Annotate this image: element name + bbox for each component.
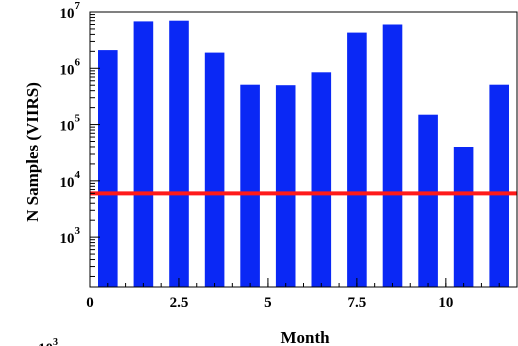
x-tick-label: 5 bbox=[264, 295, 272, 311]
x-tick-label: 10 bbox=[438, 295, 453, 311]
y-tick-label: 103 bbox=[60, 225, 81, 247]
y-tick-label: 106 bbox=[60, 56, 81, 78]
bar bbox=[382, 24, 403, 287]
bar bbox=[169, 20, 189, 287]
bottom-partial-base: 10 bbox=[38, 341, 53, 346]
x-tick-label: 2.5 bbox=[170, 295, 189, 311]
axes-group bbox=[89, 11, 518, 288]
bottom-partial-label: 103 bbox=[38, 337, 58, 346]
bar bbox=[133, 21, 154, 288]
bar bbox=[453, 147, 474, 287]
plot-frame bbox=[89, 11, 518, 288]
bar bbox=[311, 72, 332, 287]
y-tick-label: 107 bbox=[60, 0, 81, 22]
bar bbox=[240, 84, 260, 287]
x-axis-title: Month bbox=[280, 328, 330, 346]
bar bbox=[418, 114, 438, 287]
bottom-partial-exp: 3 bbox=[53, 337, 58, 346]
bar bbox=[204, 52, 225, 287]
y-tick-label: 105 bbox=[60, 113, 81, 135]
bars-group bbox=[98, 20, 509, 288]
y-axis-title: N Samples (VIIRS) bbox=[23, 82, 42, 222]
bar bbox=[98, 50, 118, 287]
x-tick-label: 0 bbox=[86, 295, 94, 311]
bar bbox=[275, 85, 296, 287]
bar bbox=[489, 84, 509, 287]
labels-group: 0 2.5 5 7.5 10 103 104 105 106 107 bbox=[60, 0, 454, 311]
y-tick-label: 104 bbox=[60, 169, 81, 191]
bar bbox=[347, 32, 367, 287]
x-tick-label: 7.5 bbox=[348, 295, 367, 311]
